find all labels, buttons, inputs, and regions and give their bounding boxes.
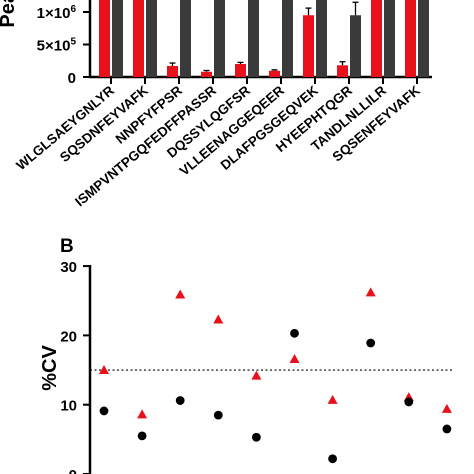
panel-a-y-tick-label: 0 — [68, 70, 76, 87]
panel-b-scatter-chart: B %CV 0 10 20 30 — [39, 236, 452, 474]
panel-a-y-tick-label: 5×105 — [37, 37, 77, 55]
red-bar-7 — [303, 15, 314, 77]
black-bar-4 — [214, 0, 225, 77]
triangle-point-5 — [251, 370, 262, 380]
triangle-point-8 — [365, 287, 376, 297]
panel-b-y-tick-label: 0 — [69, 467, 77, 474]
triangle-point-6 — [289, 353, 300, 363]
panel-a-y-tick-label: 1×106 — [37, 4, 77, 22]
black-bar-2 — [146, 0, 157, 77]
red-bar-4 — [201, 71, 212, 77]
red-bar-2 — [133, 0, 144, 77]
triangle-point-4 — [213, 314, 224, 324]
circle-point-10 — [442, 424, 452, 434]
circle-point-2 — [137, 431, 147, 441]
black-bar-5 — [248, 0, 259, 77]
triangle-point-1 — [99, 365, 109, 375]
triangle-point-10 — [441, 403, 452, 413]
circle-point-1 — [99, 406, 109, 416]
red-bar-5 — [235, 64, 246, 77]
red-bar-6 — [269, 70, 280, 77]
panel-b-y-tick-label: 10 — [60, 398, 77, 415]
triangle-point-7 — [327, 394, 338, 404]
panel-b-letter: B — [60, 236, 74, 257]
black-bar-10 — [418, 0, 429, 77]
circle-point-9 — [404, 397, 414, 407]
panel-a-y-axis-label: Pea — [0, 0, 19, 28]
black-bar-6 — [282, 0, 293, 77]
black-bar-9 — [384, 0, 395, 77]
black-bar-1 — [112, 0, 123, 77]
red-bar-3 — [167, 65, 178, 77]
triangle-point-2 — [137, 409, 148, 419]
circle-point-3 — [175, 396, 185, 405]
circle-point-4 — [213, 410, 223, 420]
black-bar-3 — [180, 0, 191, 77]
circle-point-7 — [328, 454, 337, 464]
black-bar-7 — [316, 0, 327, 77]
red-bar-8 — [337, 65, 348, 77]
black-bar-8 — [350, 15, 361, 77]
red-bar-1 — [99, 0, 110, 77]
triangle-point-3 — [175, 289, 186, 299]
panel-b-y-tick-label: 20 — [60, 328, 77, 345]
circle-point-6 — [290, 328, 299, 338]
circle-point-5 — [252, 432, 261, 442]
red-bar-9 — [371, 0, 382, 77]
panel-b-y-axis-label: %CV — [39, 345, 61, 391]
circle-point-8 — [366, 338, 376, 348]
panel-b-y-tick-label: 30 — [60, 259, 77, 276]
red-bar-10 — [405, 0, 416, 77]
